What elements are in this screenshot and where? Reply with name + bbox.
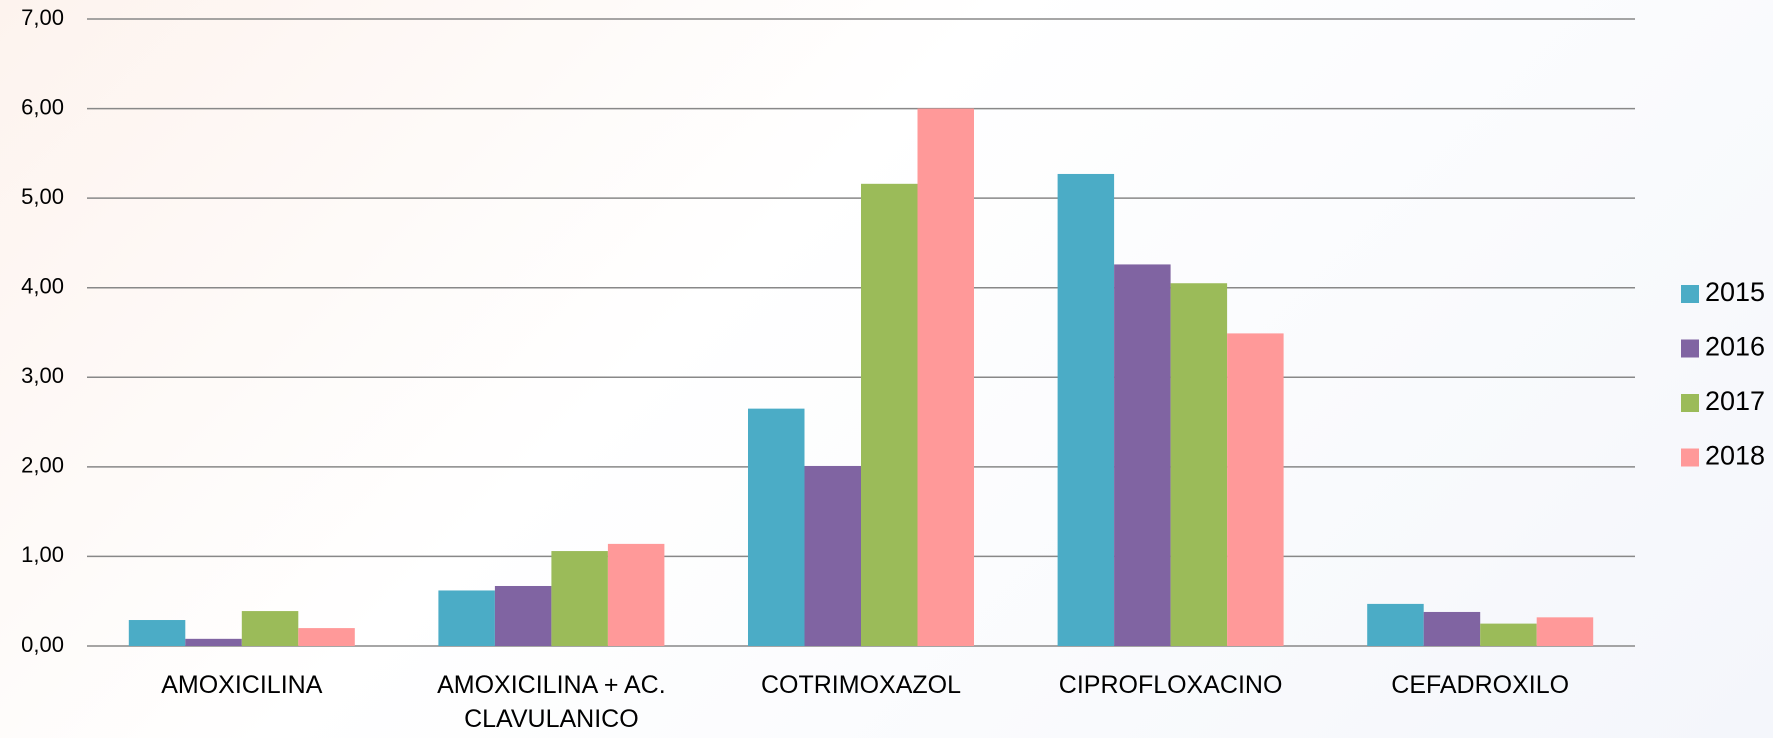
x-tick-label: CIPROFLOXACINO xyxy=(1058,671,1283,699)
bar xyxy=(607,543,665,646)
bar xyxy=(1227,333,1284,646)
x-tick-label: AMOXICILINA + AC. CLAVULANICO xyxy=(437,671,666,733)
legend-label: 2015 xyxy=(1705,277,1765,307)
bar xyxy=(298,628,355,646)
bar xyxy=(748,408,805,646)
y-tick-label: 4,00 xyxy=(21,274,64,299)
bar xyxy=(917,108,974,647)
legend-label: 2016 xyxy=(1705,332,1765,362)
bar xyxy=(551,551,608,646)
y-tick-label: 5,00 xyxy=(21,184,64,209)
bar xyxy=(804,465,861,646)
x-tick-label: COTRIMOXAZOL xyxy=(760,671,961,699)
bar xyxy=(241,611,299,646)
bar xyxy=(1536,617,1594,646)
legend-swatch xyxy=(1681,339,1699,358)
x-tick-label: CEFADROXILO xyxy=(1391,671,1570,699)
legend-swatch xyxy=(1681,285,1699,303)
y-tick-label: 6,00 xyxy=(21,94,64,119)
bar xyxy=(1480,623,1537,646)
bar xyxy=(1423,611,1481,646)
y-tick-label: 7,00 xyxy=(21,5,64,30)
legend-label: 2018 xyxy=(1705,441,1765,471)
legend-swatch xyxy=(1681,448,1699,467)
x-tick-label: AMOXICILINA xyxy=(161,671,323,699)
bar xyxy=(185,638,242,646)
bar xyxy=(438,590,495,646)
bar xyxy=(1057,173,1115,647)
bar xyxy=(1170,283,1228,646)
bar xyxy=(1367,603,1424,646)
bar xyxy=(494,585,552,646)
legend-label: 2017 xyxy=(1705,386,1765,416)
bar xyxy=(128,620,186,646)
y-tick-label: 3,00 xyxy=(21,363,64,388)
y-tick-label: 0,00 xyxy=(21,632,64,657)
bar xyxy=(1114,264,1171,646)
y-tick-label: 2,00 xyxy=(21,453,64,478)
y-tick-label: 1,00 xyxy=(21,542,64,567)
bar xyxy=(861,183,918,646)
legend-swatch xyxy=(1681,394,1699,412)
